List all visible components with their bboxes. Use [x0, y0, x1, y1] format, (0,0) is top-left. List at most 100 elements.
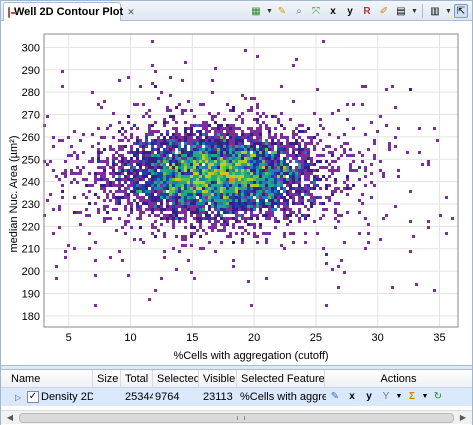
density-cell	[118, 181, 121, 184]
density-cell	[274, 184, 277, 187]
chevron-down-icon[interactable]: ▼	[266, 7, 273, 15]
density-cell	[274, 187, 277, 190]
density-cell	[172, 151, 175, 154]
column-header-selected[interactable]: Selected	[153, 370, 199, 388]
density-cell	[148, 298, 151, 301]
density-cell	[241, 202, 244, 205]
density-cell	[238, 196, 241, 199]
density-cell	[256, 148, 259, 151]
density-cell	[58, 208, 61, 211]
density-cell	[307, 148, 310, 151]
density-cell	[325, 160, 328, 163]
density-cell	[184, 226, 187, 229]
density-cell	[145, 133, 148, 136]
density-cell	[247, 172, 250, 175]
density-plot[interactable]: 5 10 15 20 25 30 35 18019020021022023024025026…	[1, 22, 472, 365]
visibility-checkbox[interactable]: ✓	[27, 391, 39, 403]
chevron-down-icon[interactable]: ▼	[395, 392, 403, 400]
scroll-left-icon[interactable]: ◀	[6, 413, 14, 422]
y-axis-icon[interactable]: y	[366, 390, 372, 402]
density-cell	[265, 196, 268, 199]
density-cell	[280, 202, 283, 205]
edit-icon[interactable]: ✎	[330, 390, 340, 402]
density-cell	[274, 142, 277, 145]
density-cell	[187, 208, 190, 211]
density-cell	[169, 148, 172, 151]
plot-area[interactable]: 5 10 15 20 25 30 35 180 190 200 210 220 230 240 250 26…	[1, 22, 472, 365]
filter-icon[interactable]: Y	[382, 390, 390, 402]
chevron-down-icon[interactable]: ▼	[421, 392, 429, 400]
density-cell	[154, 172, 157, 175]
density-cell	[214, 202, 217, 205]
brush-icon[interactable]: ✐	[379, 5, 389, 17]
chevron-down-icon[interactable]: ▼	[411, 7, 418, 15]
density-cell	[256, 187, 259, 190]
density-cell	[316, 169, 319, 172]
density-cell	[253, 172, 256, 175]
x-axis-icon[interactable]: x	[330, 5, 336, 17]
column-header-actions[interactable]: Actions	[380, 373, 417, 385]
horizontal-scrollbar[interactable]: ◀ ▶	[1, 410, 472, 424]
density-cell	[163, 178, 166, 181]
column-header-size[interactable]: Size	[93, 370, 121, 388]
density-cell	[247, 169, 250, 172]
density-cell	[349, 148, 352, 151]
table-row[interactable]: ▷ ✓ Density 2D 25344 9764 23113 %Cells w…	[1, 388, 472, 406]
density-cell	[142, 241, 145, 244]
density-cell	[154, 166, 157, 169]
density-cell	[412, 235, 415, 238]
wand-icon[interactable]: ✎	[277, 5, 287, 17]
density-cell	[313, 184, 316, 187]
density-cell	[217, 172, 220, 175]
layers-icon[interactable]: ▦	[251, 5, 261, 17]
sum-icon[interactable]: Σ	[408, 390, 415, 402]
density-cell	[313, 112, 316, 115]
column-header-visible[interactable]: Visible	[199, 370, 237, 388]
density-cell	[172, 226, 175, 229]
tab-well-2d-contour-plot[interactable]: Well 2D Contour Plot ✕	[3, 2, 135, 21]
density-cell	[304, 142, 307, 145]
density-cell	[208, 187, 211, 190]
column-header-selected-features[interactable]: Selected Features	[237, 370, 325, 388]
density-cell	[250, 181, 253, 184]
refresh-icon[interactable]: ↻	[433, 390, 443, 402]
scroll-right-icon[interactable]: ▶	[459, 413, 467, 422]
density-cell	[307, 166, 310, 169]
close-icon[interactable]: ✕	[127, 6, 135, 17]
density-cell	[157, 178, 160, 181]
reset-icon[interactable]: R	[363, 5, 371, 17]
density-cell	[253, 163, 256, 166]
density-cell	[118, 166, 121, 169]
chevron-down-icon[interactable]: ▼	[445, 7, 452, 15]
layout-icon[interactable]: ▥	[430, 5, 440, 17]
density-cell	[100, 106, 103, 109]
y-axis-icon[interactable]: y	[347, 5, 353, 17]
expand-icon[interactable]: ▷	[15, 393, 22, 402]
density-cell	[151, 187, 154, 190]
scrollbar-thumb[interactable]	[19, 413, 454, 423]
fit-icon[interactable]: ⤧	[312, 5, 320, 17]
density-cell	[253, 130, 256, 133]
density-cell	[136, 217, 139, 220]
y-tick-label: 280	[22, 87, 40, 99]
density-cell	[103, 172, 106, 175]
density-cell	[208, 148, 211, 151]
panel-splitter[interactable]	[1, 365, 472, 370]
select-icon[interactable]: ⇱	[454, 4, 468, 18]
column-header-name[interactable]: Name	[1, 370, 93, 388]
density-cell	[196, 142, 199, 145]
zoom-icon[interactable]: ⌕	[296, 5, 302, 17]
column-header-total[interactable]: Total	[121, 370, 153, 388]
density-cell	[361, 85, 364, 88]
density-cell	[286, 184, 289, 187]
density-cell	[58, 205, 61, 208]
density-cell	[163, 232, 166, 235]
density-cell	[385, 214, 388, 217]
density-cell	[274, 217, 277, 220]
panel-icon[interactable]: ▤	[396, 5, 406, 17]
density-cell	[280, 145, 283, 148]
density-cell	[181, 205, 184, 208]
density-cell	[157, 139, 160, 142]
density-cell	[175, 163, 178, 166]
x-axis-icon[interactable]: x	[349, 390, 355, 402]
